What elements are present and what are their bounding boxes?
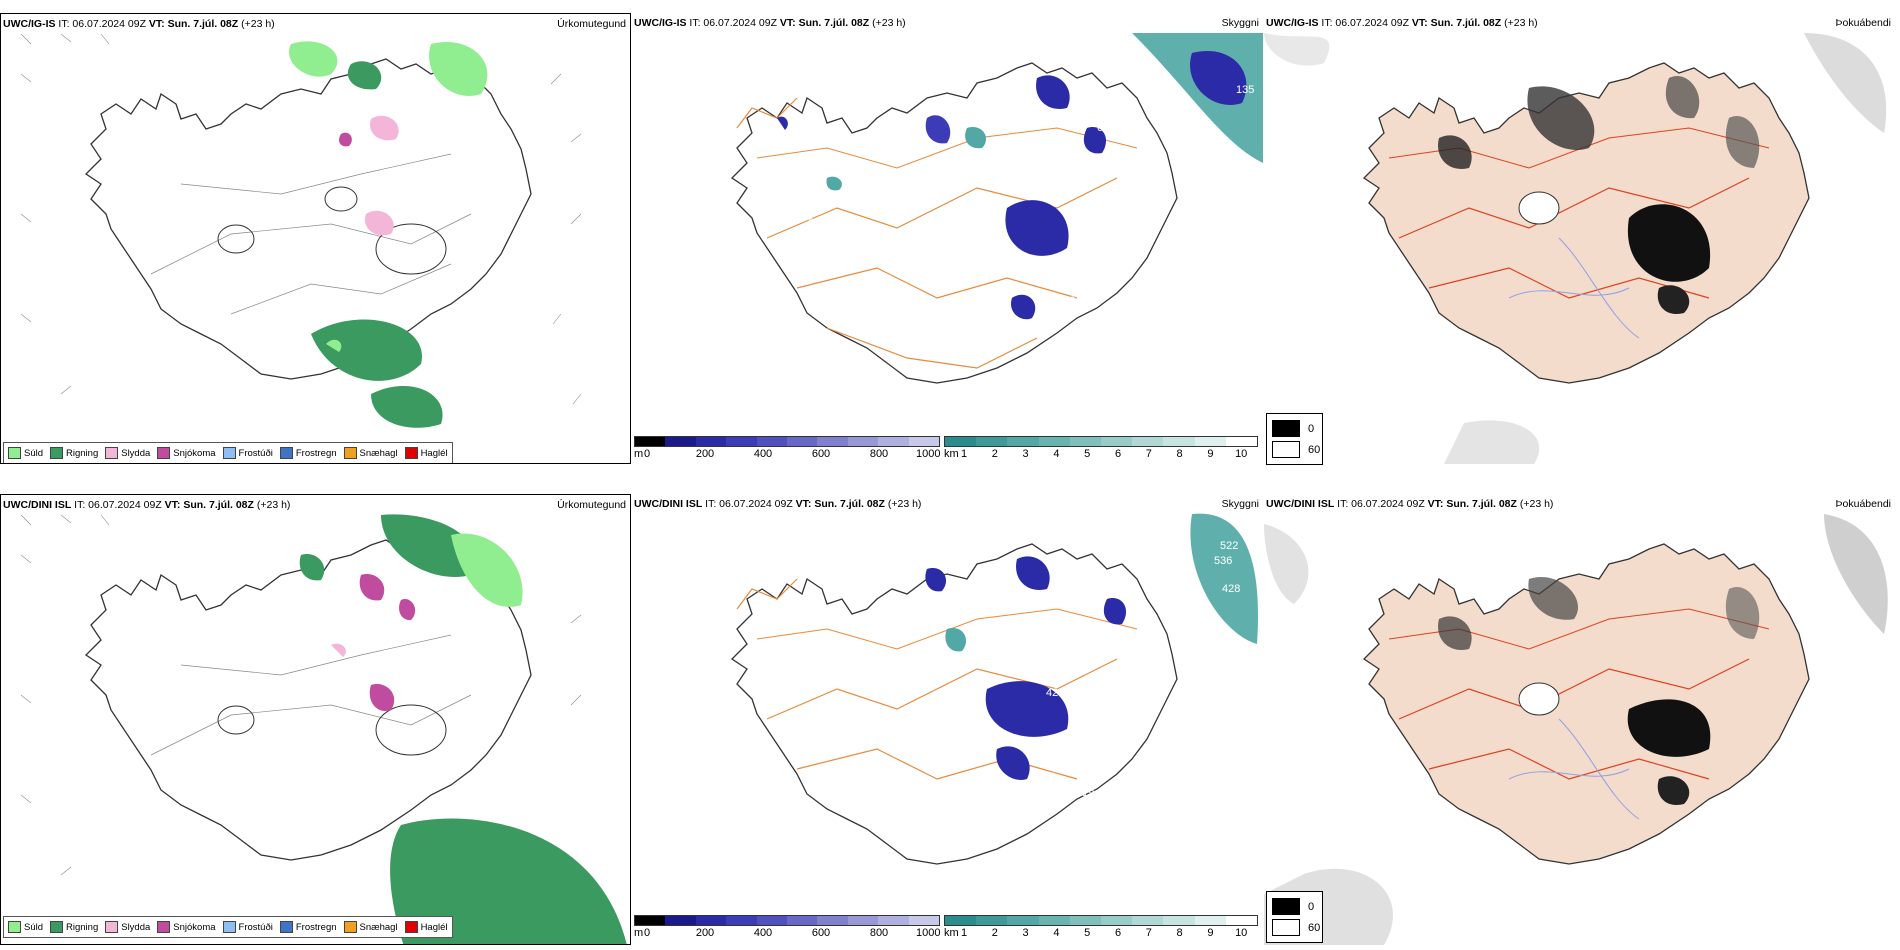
legend-item: Haglél [404,447,448,459]
legend-item: Rigning [50,447,98,459]
cloud-label: 66 [1097,122,1109,134]
panel-header: UWC/IG-IS IT: 06.07.2024 09Z VT: Sun. 7.… [634,17,906,29]
cloud-label: 522 [1220,540,1238,552]
fog-swatch [1272,919,1300,936]
cloud-label: 81 [1060,272,1072,284]
cloud-label: 192 [1092,767,1110,779]
visibility-unit: km [944,448,959,460]
cloud-label: 58 [1090,590,1102,602]
legend-item: Súld [8,447,43,459]
precip-type-panel-top: UWC/IG-IS IT: 06.07.2024 09Z VT: Sun. 7.… [0,13,631,464]
panel-header: UWC/DINI ISL IT: 06.07.2024 09Z VT: Sun.… [3,499,291,511]
colorbars: m 0 200 400 600 800 1000 km 1 2 3 4 5 6 … [632,912,1263,943]
legend-item: Súld [8,921,43,933]
cloud-label: 60 [1084,154,1096,166]
precip-map-top [20,33,582,428]
precip-legend: Súld Rigning Slydda Snjókoma Frostúði Fr… [3,916,453,938]
legend-swatch [279,921,293,933]
fog-map-bottom [1264,514,1888,945]
legend-item: Snæhagl [343,921,398,933]
fog-swatch [1272,420,1300,437]
legend-swatch [8,447,21,459]
legend-swatch [222,447,236,459]
fog-swatch [1272,898,1300,915]
cloud-label: 91 [1044,771,1056,783]
legend-item: Slydda [105,447,150,459]
visibility-colorbar [944,915,1258,926]
cloud-label: 135 [1236,84,1254,96]
legend-item: Frostúði [222,447,273,459]
ceiling-colorbar [634,436,940,447]
panel-title: Úrkomutegund [557,18,626,30]
visibility-unit: km [944,927,959,939]
legend-swatch [404,447,418,459]
panel-title: Þokuábendi [1835,17,1891,29]
fog-legend-bottom: 0 60 [1266,891,1323,943]
panel-header: UWC/DINI ISL IT: 06.07.2024 09Z VT: Sun.… [1266,498,1554,510]
fog-swatch [1272,441,1300,458]
cloud-label: 25 [808,217,820,229]
cloud-panel-bottom: 522 536 428 73 58 207 42 192 72 91 19 52… [632,494,1263,945]
legend-item: Frostregn [279,447,337,459]
fog-panel-bottom: UWC/DINI ISL IT: 06.07.2024 09Z VT: Sun.… [1264,494,1895,945]
cloud-label: 52 [1198,633,1210,645]
cloud-panel-top: 135 111 66 60 25 89 110 10 81 UWC/IG-IS … [632,13,1263,464]
cloud-label: 111 [1073,112,1090,124]
cloud-label: 10 [1044,272,1056,284]
legend-swatch [157,921,171,933]
legend-swatch [222,921,236,933]
precip-map-bottom [20,514,627,944]
legend-item: Haglél [404,921,448,933]
panel-header: UWC/IG-IS IT: 06.07.2024 09Z VT: Sun. 7.… [1266,17,1538,29]
fog-panel-top: UWC/IG-IS IT: 06.07.2024 09Z VT: Sun. 7.… [1264,13,1895,464]
cloud-label: 89 [1100,268,1112,280]
legend-item: Snæhagl [343,447,398,459]
panel-title: Skyggni [1221,498,1259,510]
panel-title: Skyggni [1221,17,1259,29]
cloud-map-bottom: 522 536 428 73 58 207 42 192 72 91 19 52 [731,513,1258,865]
legend-swatch [157,447,171,459]
cloud-label: 42 [1046,687,1058,699]
cloud-label: 536 [1214,555,1232,567]
legend-swatch [343,447,357,459]
cloud-label: 72 [1052,745,1064,757]
ceiling-unit: m [634,448,644,460]
cloud-label: 428 [1222,583,1240,595]
fog-map-top [1264,33,1887,464]
legend-item: Snjókoma [157,921,216,933]
legend-item: Rigning [50,921,98,933]
visibility-colorbar [944,436,1258,447]
legend-swatch [404,921,418,933]
ceiling-unit: m [634,927,644,939]
cloud-map-top: 135 111 66 60 25 89 110 10 81 [731,33,1263,384]
colorbars: m 0 200 400 600 800 1000 km 1 2 3 4 5 6 … [632,433,1263,464]
panel-title: Úrkomutegund [557,499,626,511]
legend-item: Slydda [105,921,150,933]
legend-swatch [105,447,119,459]
legend-swatch [8,921,21,933]
ceiling-colorbar [634,915,940,926]
legend-swatch [343,921,357,933]
fog-legend-top: 0 60 [1266,413,1323,465]
legend-swatch [105,921,119,933]
cloud-label: 110 [1058,295,1076,307]
legend-item: Frostregn [279,921,337,933]
legend-swatch [50,921,64,933]
legend-swatch [279,447,293,459]
panel-header: UWC/DINI ISL IT: 06.07.2024 09Z VT: Sun.… [634,498,922,510]
precip-type-panel-bottom: UWC/DINI ISL IT: 06.07.2024 09Z VT: Sun.… [0,494,631,945]
legend-swatch [50,447,64,459]
cloud-label: 19 [1082,787,1094,799]
panel-title: Þokuábendi [1835,498,1891,510]
legend-item: Frostúði [222,921,273,933]
panel-header: UWC/IG-IS IT: 06.07.2024 09Z VT: Sun. 7.… [3,18,275,30]
cloud-label: 73 [1070,586,1082,598]
legend-item: Snjókoma [157,447,216,459]
precip-legend: Súld Rigning Slydda Snjókoma Frostúði Fr… [3,442,453,463]
cloud-label: 207 [1042,625,1060,637]
